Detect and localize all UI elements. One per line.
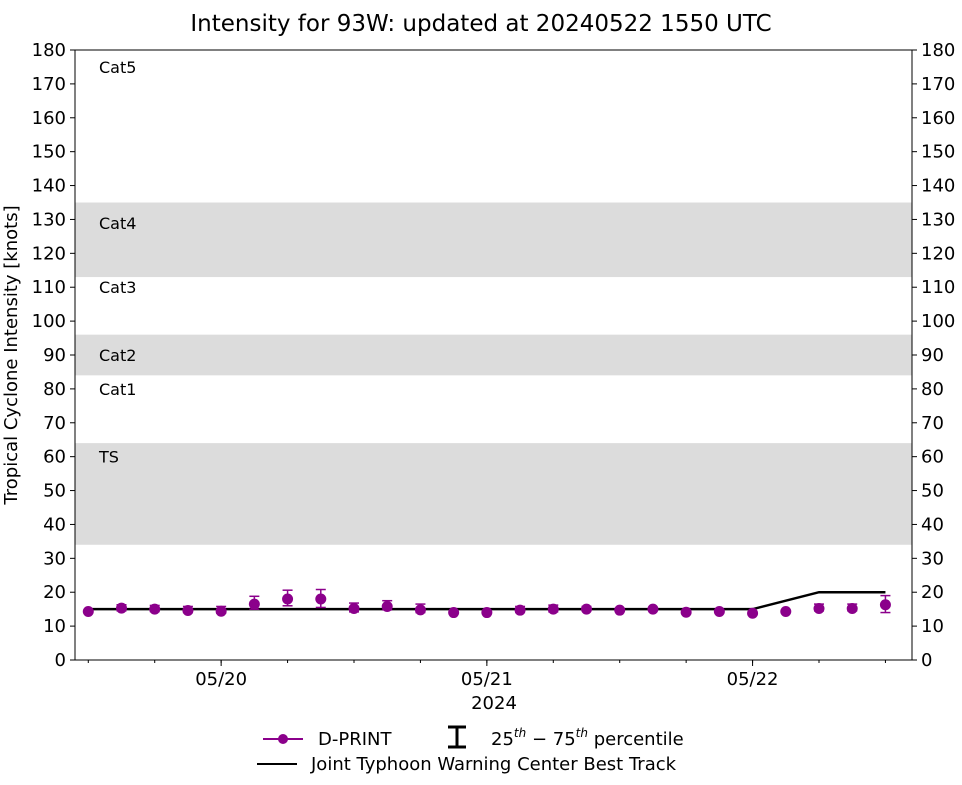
y-tick-label-left: 80 [43,379,66,400]
dprint-point [116,602,127,614]
dprint-point [514,604,526,616]
dprint-point [813,602,825,614]
dprint-point [149,603,161,615]
y-tick-label-left: 170 [32,74,66,95]
y-tick-label-right: 180 [921,40,955,61]
dprint-point [248,598,260,610]
y-tick-label-right: 120 [921,243,955,264]
y-tick-label-right: 40 [921,514,944,535]
dprint-point [614,604,626,616]
category-band-cat4 [75,202,912,278]
dprint-point [282,593,294,605]
y-tick-label-left: 160 [32,108,66,129]
y-tick-label-right: 100 [921,311,955,332]
dprint-point [82,606,94,618]
x-tick-label: 05/21 [461,669,513,690]
y-tick-label-right: 0 [921,650,932,671]
category-label-cat1: Cat1 [99,380,136,399]
y-tick-label-right: 90 [921,345,944,366]
category-band-cat2 [75,334,912,376]
y-tick-label-left: 100 [32,311,66,332]
y-tick-label-right: 30 [921,548,944,569]
dprint-point [481,607,493,619]
dprint-point [747,607,759,619]
legend-errorbar-icon [448,725,466,749]
y-tick-label-right: 170 [921,74,955,95]
y-tick-label-right: 70 [921,413,944,434]
chart-title: Intensity for 93W: updated at 20240522 1… [190,11,771,37]
dprint-point [448,607,460,619]
y-tick-label-left: 30 [43,548,66,569]
dprint-point [348,602,360,614]
category-label-cat5: Cat5 [99,58,136,77]
dprint-point [581,603,592,615]
y-tick-label-left: 70 [43,413,66,434]
category-label-ts: TS [98,448,119,467]
category-band-ts [75,443,912,545]
y-tick-label-right: 80 [921,379,944,400]
plot-frame [74,49,913,661]
dprint-point [182,605,194,617]
y-tick-label-left: 50 [43,481,66,502]
y-tick-label-right: 130 [921,209,955,230]
dprint-point [846,602,858,614]
y-tick-label-left: 0 [55,650,66,671]
best-track-line [88,590,886,611]
y-tick-label-right: 50 [921,481,944,502]
y-axis-label: Tropical Cyclone Intensity [knots] [1,205,22,505]
y-tick-label-left: 120 [32,243,66,264]
dprint-point [381,600,393,612]
dprint-point [547,603,559,615]
y-tick-label-left: 130 [32,209,66,230]
y-tick-label-left: 110 [32,277,66,298]
dprint-point [647,603,659,615]
category-label-cat3: Cat3 [99,278,136,297]
dprint-point [315,593,327,605]
category-label-cat4: Cat4 [99,214,136,233]
dprint-point [713,606,725,618]
legend-jtwc-label: Joint Typhoon Warning Center Best Track [310,754,677,775]
y-tick-label-right: 150 [921,142,955,163]
legend-dprint-marker [278,734,288,744]
legend: D-PRINT 25th − 75th percentile Joint Typ… [257,725,684,775]
y-tick-label-right: 140 [921,176,955,197]
category-label-cat2: Cat2 [99,346,136,365]
y-tick-label-left: 40 [43,514,66,535]
y-tick-label-left: 10 [43,616,66,637]
dprint-point [680,606,692,618]
dprint-point [780,606,792,618]
x-axis-label: 2024 [471,693,517,714]
dprint-point [879,599,891,611]
dprint-point [215,605,227,617]
y-tick-label-right: 20 [921,582,944,603]
y-tick-label-left: 20 [43,582,66,603]
legend-percentile-label: 25th − 75th percentile [491,726,684,750]
y-tick-label-right: 160 [921,108,955,129]
y-tick-label-left: 60 [43,447,66,468]
y-tick-label-right: 60 [921,447,944,468]
y-tick-label-right: 10 [921,616,944,637]
y-tick-label-left: 150 [32,142,66,163]
y-tick-label-left: 180 [32,40,66,61]
legend-dprint-label: D-PRINT [318,729,392,750]
x-tick-label: 05/22 [727,669,779,690]
x-tick-label: 05/20 [195,669,247,690]
y-tick-label-left: 90 [43,345,66,366]
dprint-point [414,604,426,616]
y-tick-label-left: 140 [32,176,66,197]
y-tick-label-right: 110 [921,277,955,298]
